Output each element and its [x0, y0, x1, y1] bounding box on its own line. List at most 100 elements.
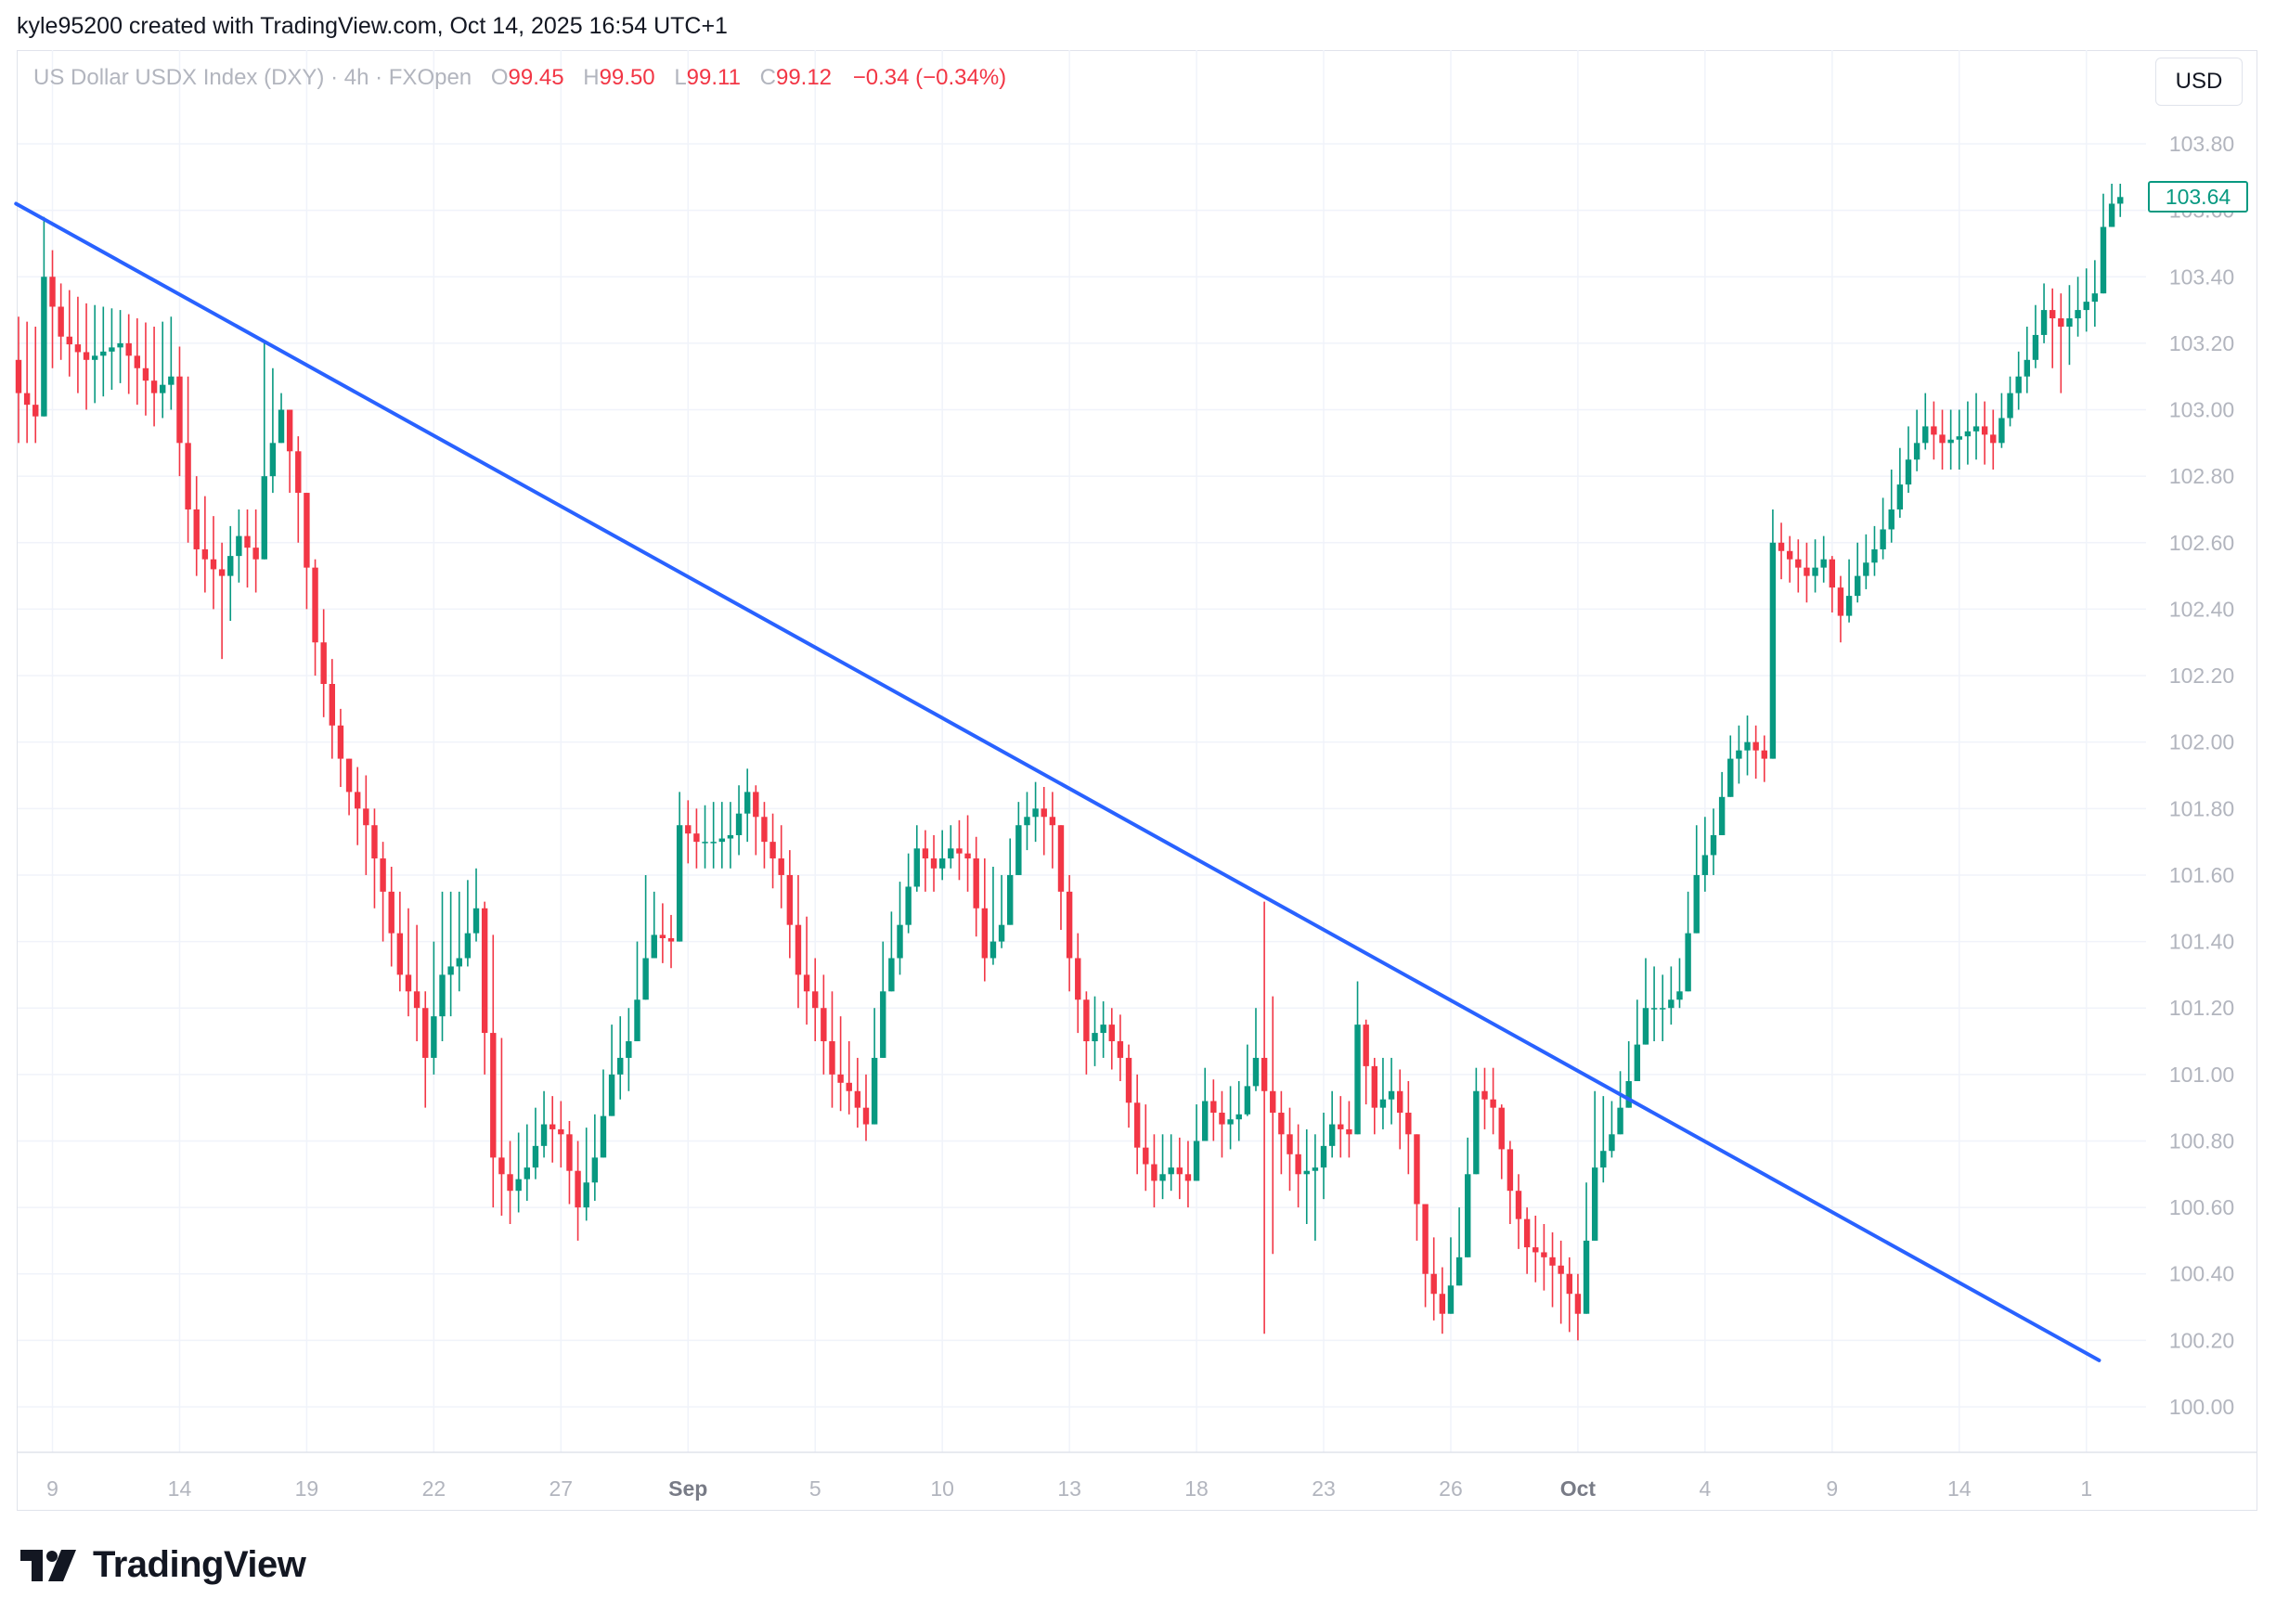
candle-body [236, 535, 242, 557]
y-tick-label: 101.60 [2169, 863, 2234, 887]
candle-body [481, 908, 488, 1034]
candle-body [1133, 1102, 1141, 1148]
candle-body [100, 351, 107, 356]
candle-body [642, 958, 649, 1000]
candle-body [1490, 1099, 1496, 1108]
candle-body [1956, 436, 1962, 440]
candle-body [1549, 1257, 1556, 1266]
legend-open-label: O [490, 65, 509, 90]
candle-body [1769, 542, 1777, 759]
candle-body [1498, 1107, 1505, 1150]
candle-body [1701, 855, 1709, 875]
candle-body [1642, 1008, 1649, 1045]
candle-body [727, 834, 734, 839]
candle-body [753, 792, 759, 818]
x-tick-label: 4 [1699, 1476, 1711, 1501]
candle-body [558, 1128, 564, 1135]
candle-body [1693, 874, 1700, 934]
candle-body [913, 848, 920, 887]
brand-name: TradingView [93, 1544, 306, 1585]
candles [15, 183, 2124, 1341]
y-tick-label: 101.00 [2169, 1063, 2234, 1087]
candle-body [1609, 1134, 1615, 1152]
candle-body [1523, 1218, 1531, 1248]
candle-body [320, 642, 327, 685]
candle-body [1439, 1294, 1446, 1314]
candle-body [981, 908, 989, 959]
candle-body [761, 817, 768, 843]
candle-body [1108, 1025, 1115, 1042]
x-tick-label: 14 [1947, 1476, 1972, 1501]
candle-body [1184, 1174, 1192, 1181]
candle-body [1405, 1113, 1412, 1135]
candle-body [1566, 1273, 1572, 1295]
candle-body [591, 1157, 599, 1183]
y-tick-label: 101.20 [2169, 996, 2234, 1020]
candle-body [871, 1057, 878, 1125]
candle-body [2100, 226, 2107, 294]
candle-body [938, 858, 946, 869]
candle-body [1863, 562, 1869, 576]
candle-body [2007, 393, 2013, 419]
candle-body [1855, 575, 1861, 597]
candle-body [1252, 1057, 1260, 1087]
chart-frame [17, 50, 2257, 1511]
candle-body [1422, 1204, 1429, 1274]
candle-body [1041, 808, 1047, 818]
candle-body [922, 848, 929, 859]
y-tick-label: 102.40 [2169, 597, 2234, 621]
candle-body [998, 924, 1005, 942]
candle-body [66, 336, 72, 345]
candle-body [1176, 1167, 1183, 1175]
candle-body [1151, 1164, 1157, 1181]
candle-body [2066, 318, 2073, 327]
candle-body [1778, 542, 1785, 551]
candle-body [1752, 741, 1759, 751]
y-tick-label: 100.60 [2169, 1195, 2234, 1219]
candle-body [880, 991, 886, 1058]
candle-body [989, 941, 997, 959]
candle-body [363, 808, 369, 826]
candle-body [176, 376, 183, 444]
candle-body [651, 934, 657, 959]
currency-button[interactable]: USD [2155, 58, 2243, 106]
candle-body [973, 858, 979, 909]
trendline[interactable] [14, 201, 2101, 1362]
candle-body [1660, 1008, 1666, 1010]
candle-body [1804, 567, 1810, 576]
candle-body [1024, 817, 1030, 826]
candle-body [1287, 1134, 1293, 1154]
candle-body [1447, 1285, 1455, 1314]
x-tick-label: Oct [1560, 1476, 1597, 1501]
x-tick-label: 5 [809, 1476, 821, 1501]
candle-body [490, 1033, 497, 1158]
candle-body [1371, 1065, 1377, 1108]
candle-body [1075, 958, 1081, 1000]
tradingview-brand[interactable]: TradingView [20, 1544, 306, 1586]
candle-body [575, 1170, 581, 1208]
candle-body [1727, 758, 1734, 797]
candle-body [1541, 1252, 1547, 1257]
y-tick-label: 103.20 [2169, 331, 2234, 355]
legend-high-value: 99.50 [599, 65, 655, 90]
candle-body [837, 1074, 844, 1083]
candle-body [74, 344, 82, 353]
candle-body [422, 1008, 429, 1058]
candle-body [150, 380, 158, 393]
candle-body [337, 725, 344, 759]
candle-body [676, 825, 683, 942]
candle-body [1143, 1147, 1149, 1165]
x-tick-label: 26 [1439, 1476, 1463, 1501]
candle-body [1455, 1257, 1463, 1286]
candle-body [854, 1090, 861, 1108]
candle-body [803, 974, 810, 992]
candle-body [566, 1134, 573, 1171]
candle-body [1990, 434, 1997, 444]
legend-high-label: H [583, 65, 600, 90]
candle-body [1219, 1113, 1225, 1125]
candle-body [380, 858, 386, 892]
candle-body [1379, 1099, 1387, 1108]
y-tick-label: 102.80 [2169, 464, 2234, 488]
candle-body [1295, 1154, 1301, 1175]
